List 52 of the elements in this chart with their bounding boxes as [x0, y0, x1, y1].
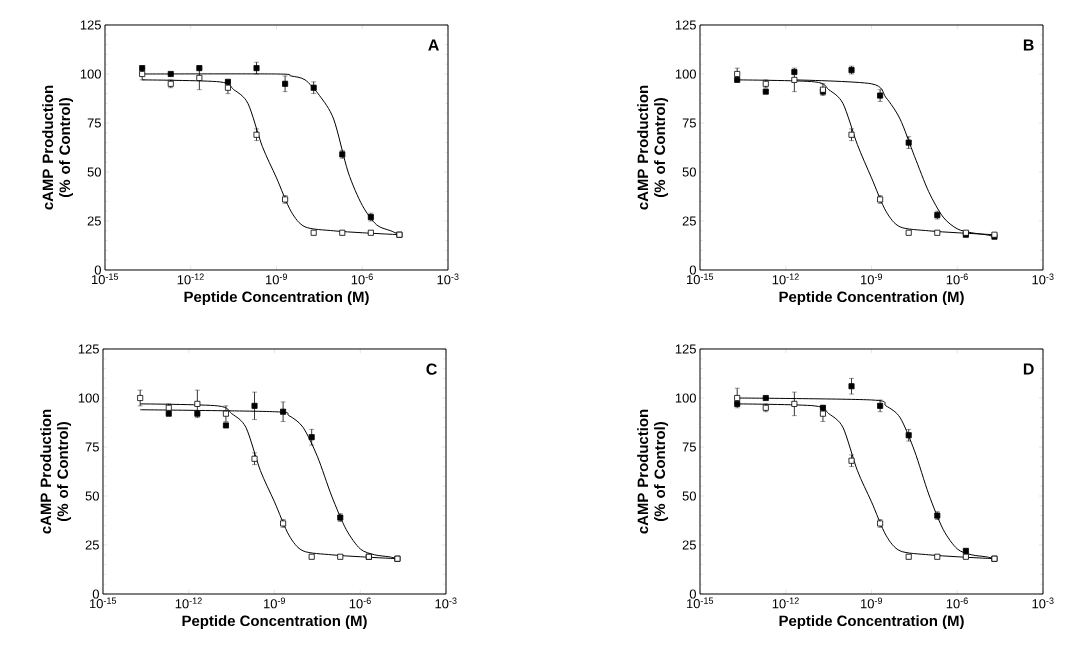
x-axis-title: Peptide Concentration (M)	[779, 615, 964, 630]
x-tick-label: 10$^{-6}$	[351, 273, 373, 285]
y-axis-title: cAMP Production (% of Control)	[42, 85, 74, 210]
y-tick-label: 75	[85, 442, 99, 452]
y-tick-label: 50	[85, 491, 99, 501]
x-tick-label: 10$^{-6}$	[946, 273, 968, 285]
x-tick-label: 10$^{-12}$	[175, 597, 202, 609]
y-tick-label: 25	[87, 216, 101, 226]
x-tick-label: 10$^{-3}$	[1032, 273, 1054, 285]
y-tick-label: 125	[675, 344, 696, 354]
y-axis-title: cAMP Production (% of Control)	[637, 85, 669, 210]
y-tick-label: 25	[85, 540, 99, 550]
x-axis-title: Peptide Concentration (M)	[779, 291, 964, 306]
x-tick-label: 10$^{-12}$	[772, 597, 799, 609]
y-tick-label: 0	[689, 589, 696, 599]
y-tick-label: 100	[80, 69, 101, 79]
y-tick-label: 125	[78, 344, 99, 354]
x-axis-title: Peptide Concentration (M)	[184, 291, 369, 306]
y-tick-label: 75	[682, 442, 696, 452]
x-axis-title: Peptide Concentration (M)	[182, 615, 367, 630]
y-tick-label: 125	[675, 20, 696, 30]
y-tick-label: 0	[94, 265, 101, 275]
y-tick-label: 100	[675, 69, 696, 79]
y-tick-label: 25	[682, 540, 696, 550]
y-axis-title: cAMP Production (% of Control)	[40, 409, 72, 534]
x-tick-label: 10$^{-9}$	[861, 597, 883, 609]
x-tick-label: 10$^{-12}$	[177, 273, 204, 285]
x-tick-label: 10$^{-3}$	[435, 597, 457, 609]
y-tick-label: 0	[92, 589, 99, 599]
x-tick-label: 10$^{-6}$	[946, 597, 968, 609]
x-tick-label: 10$^{-12}$	[772, 273, 799, 285]
y-tick-label: 50	[682, 167, 696, 177]
y-tick-label: 125	[80, 20, 101, 30]
annotation: A	[428, 39, 439, 51]
x-tick-label: 10$^{-9}$	[861, 273, 883, 285]
x-tick-label: 10$^{-9}$	[264, 597, 286, 609]
y-tick-label: 25	[682, 216, 696, 226]
x-tick-label: 10$^{-9}$	[266, 273, 288, 285]
x-tick-label: 10$^{-3}$	[1032, 597, 1054, 609]
annotation: B	[1023, 39, 1034, 51]
y-tick-label: 50	[682, 491, 696, 501]
y-tick-label: 100	[675, 393, 696, 403]
y-tick-label: 75	[87, 118, 101, 128]
y-tick-label: 0	[689, 265, 696, 275]
annotation: D	[1023, 363, 1034, 375]
x-tick-label: 10$^{-6}$	[349, 597, 371, 609]
y-tick-label: 100	[78, 393, 99, 403]
y-axis-title: cAMP Production (% of Control)	[637, 409, 669, 534]
y-tick-label: 75	[682, 118, 696, 128]
annotation: C	[426, 363, 437, 375]
x-tick-label: 10$^{-3}$	[437, 273, 459, 285]
y-tick-label: 50	[87, 167, 101, 177]
